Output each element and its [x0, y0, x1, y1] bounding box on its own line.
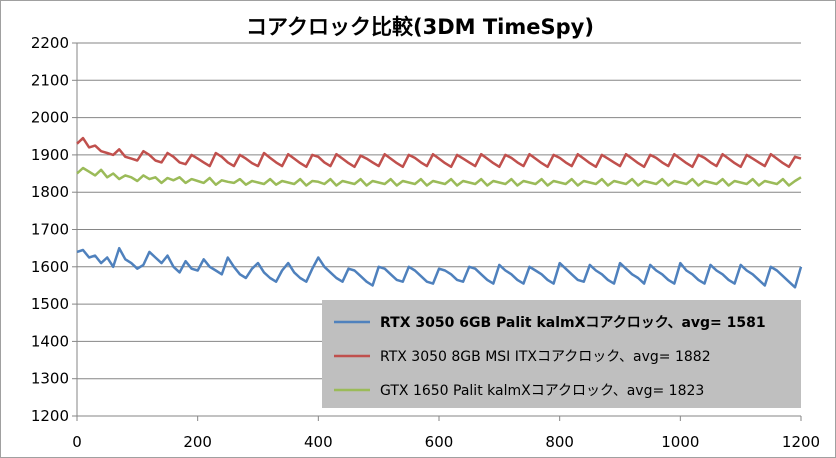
y-tick-label: 1900	[31, 146, 69, 164]
y-tick-label: 1200	[31, 407, 69, 425]
x-tick-label: 0	[72, 433, 82, 451]
x-tick-label: 400	[304, 433, 333, 451]
y-tick-label: 1600	[31, 258, 69, 276]
legend-label-1: RTX 3050 8GB MSI ITXコアクロック、avg= 1882	[380, 349, 711, 365]
x-tick-label: 1000	[661, 433, 699, 451]
x-tick-label: 600	[425, 433, 454, 451]
axes: 1200130014001500160017001800190020002100…	[31, 34, 820, 451]
chart-title: コアクロック比較(3DM TimeSpy)	[246, 15, 594, 39]
y-tick-label: 2000	[31, 109, 69, 127]
legend: RTX 3050 6GB Palit kalmXコアクロック、avg= 1581…	[322, 300, 801, 408]
series-line-0	[76, 246, 803, 289]
series-lines	[76, 136, 803, 289]
x-tick-label: 800	[545, 433, 574, 451]
x-tick-label: 1200	[782, 433, 820, 451]
y-tick-label: 2100	[31, 71, 69, 89]
legend-label-0: RTX 3050 6GB Palit kalmXコアクロック、avg= 1581	[380, 315, 766, 331]
y-tick-label: 2200	[31, 34, 69, 52]
series-line-1	[76, 136, 802, 169]
y-tick-label: 1500	[31, 295, 69, 313]
legend-box	[322, 300, 801, 408]
legend-label-2: GTX 1650 Palit kalmXコアクロック、avg= 1823	[380, 383, 704, 399]
y-tick-label: 1700	[31, 221, 69, 239]
y-tick-label: 1300	[31, 370, 69, 388]
y-tick-label: 1800	[31, 183, 69, 201]
x-tick-label: 200	[183, 433, 212, 451]
series-line-2	[76, 166, 802, 187]
y-tick-label: 1400	[31, 332, 69, 350]
